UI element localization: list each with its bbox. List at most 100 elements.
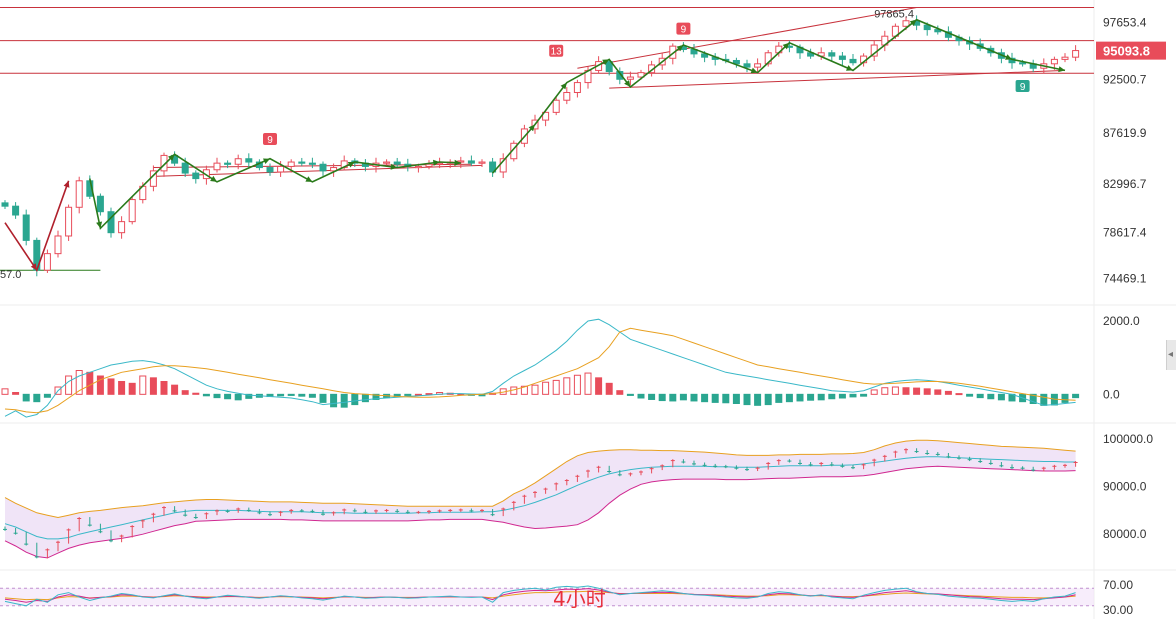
macd-bar [764, 393, 772, 406]
price-candle [298, 157, 306, 166]
macd-bar [997, 393, 1005, 401]
price-candle [192, 170, 200, 184]
candle-body [701, 53, 709, 58]
candle-body [1061, 56, 1069, 60]
macd-bar [616, 390, 624, 395]
macd-bar [976, 393, 984, 399]
price-candle [319, 161, 327, 176]
price-candle [690, 44, 698, 58]
macd-bar [849, 393, 857, 398]
candle-body [1050, 58, 1058, 65]
rsi-axis-tick: 70.00 [1103, 578, 1133, 592]
wave-arrow-green-head [624, 80, 631, 87]
timeframe-watermark: 4小时 [553, 587, 606, 611]
candle-body [552, 99, 560, 113]
wave-arrow-green [491, 18, 1066, 174]
macd-bar [1072, 393, 1080, 399]
macd-bar [626, 393, 634, 396]
bollinger-axis-tick: 90000.0 [1103, 480, 1147, 494]
macd-bar [351, 393, 359, 406]
candle-body [308, 162, 316, 165]
price-candle [467, 155, 475, 166]
macd-bar [86, 371, 94, 395]
candle-body [669, 45, 677, 59]
price-axis-tick: 87619.9 [1103, 126, 1147, 140]
macd-bar [224, 393, 232, 400]
candle-body [266, 167, 274, 173]
macd-bar [192, 392, 200, 395]
count-badge-box [676, 22, 691, 35]
count-badge-box [1015, 79, 1030, 92]
candle-body [22, 214, 30, 241]
candle-body [573, 82, 581, 94]
candle-body [160, 154, 168, 172]
candle-body [425, 163, 433, 167]
macd-bar [319, 393, 327, 403]
macd-bar [701, 393, 709, 403]
macd-bar [637, 393, 645, 399]
macd-dea-line [4, 327, 1076, 414]
wave-arrow-green-head [168, 154, 175, 161]
candle-body [838, 55, 846, 60]
count-badge: 13 [549, 44, 564, 58]
wave-arrow-green-head [96, 221, 103, 229]
candle-body [605, 61, 613, 73]
candle-body [213, 162, 221, 171]
candle-body [1019, 62, 1027, 65]
macd-bar [679, 393, 687, 401]
bollinger-band-fill [5, 440, 1076, 558]
price-candle [213, 157, 221, 173]
count-badge-label: 13 [551, 47, 563, 58]
macd-bar [838, 393, 846, 399]
macd-axis-tick: 2000.0 [1103, 314, 1140, 328]
count-badge: 9 [1015, 79, 1030, 93]
macd-bar [43, 393, 51, 398]
candle-body [754, 63, 762, 68]
macd-bar [1061, 393, 1069, 403]
wave-arrow-green-head [454, 159, 461, 166]
macd-bar [181, 390, 189, 395]
candle-body [65, 206, 73, 237]
macd-bar [287, 393, 295, 396]
wave-arrow-red-head [30, 263, 37, 271]
price-candle [425, 160, 433, 170]
chevron-left-icon: ◂ [1168, 349, 1174, 360]
macd-bar [690, 393, 698, 402]
price-candle [934, 25, 942, 35]
candle-body [75, 180, 83, 208]
panel-resize-handle[interactable]: ◂ [1166, 340, 1176, 370]
candle-body [277, 165, 285, 173]
macd-bar [669, 393, 677, 402]
macd-bar [149, 377, 157, 395]
macd-bar [785, 393, 793, 403]
low-annotation: 57.0 [0, 269, 21, 281]
macd-bar [552, 379, 560, 395]
price-axis-tick: 82996.7 [1103, 177, 1147, 191]
price-candle [616, 67, 624, 85]
price-candle [393, 157, 401, 169]
wave-arrow-green-head [750, 67, 758, 74]
macd-bar [870, 389, 878, 395]
price-candle [383, 159, 391, 166]
candle-body [96, 195, 104, 213]
count-badge: 9 [263, 133, 277, 146]
macd-bar [563, 377, 571, 395]
wave-arrow-green-head [528, 124, 535, 132]
macd-bar [754, 393, 762, 406]
macd-bar [139, 375, 147, 395]
count-badge-label: 9 [1020, 82, 1026, 93]
price-candle [245, 153, 253, 169]
price-candle [1, 200, 9, 209]
macd-bar [743, 393, 751, 406]
price-candle [266, 163, 274, 176]
macd-bar [1, 388, 9, 395]
wave-arrow-green-head [676, 45, 684, 52]
candle-body [287, 161, 295, 167]
price-candle [510, 140, 518, 162]
wave-arrow-green-head [1005, 54, 1012, 60]
macd-bar [520, 385, 528, 395]
candle-body [732, 59, 740, 65]
rsi-band-fill [0, 588, 1094, 606]
macd-bar [891, 386, 899, 395]
